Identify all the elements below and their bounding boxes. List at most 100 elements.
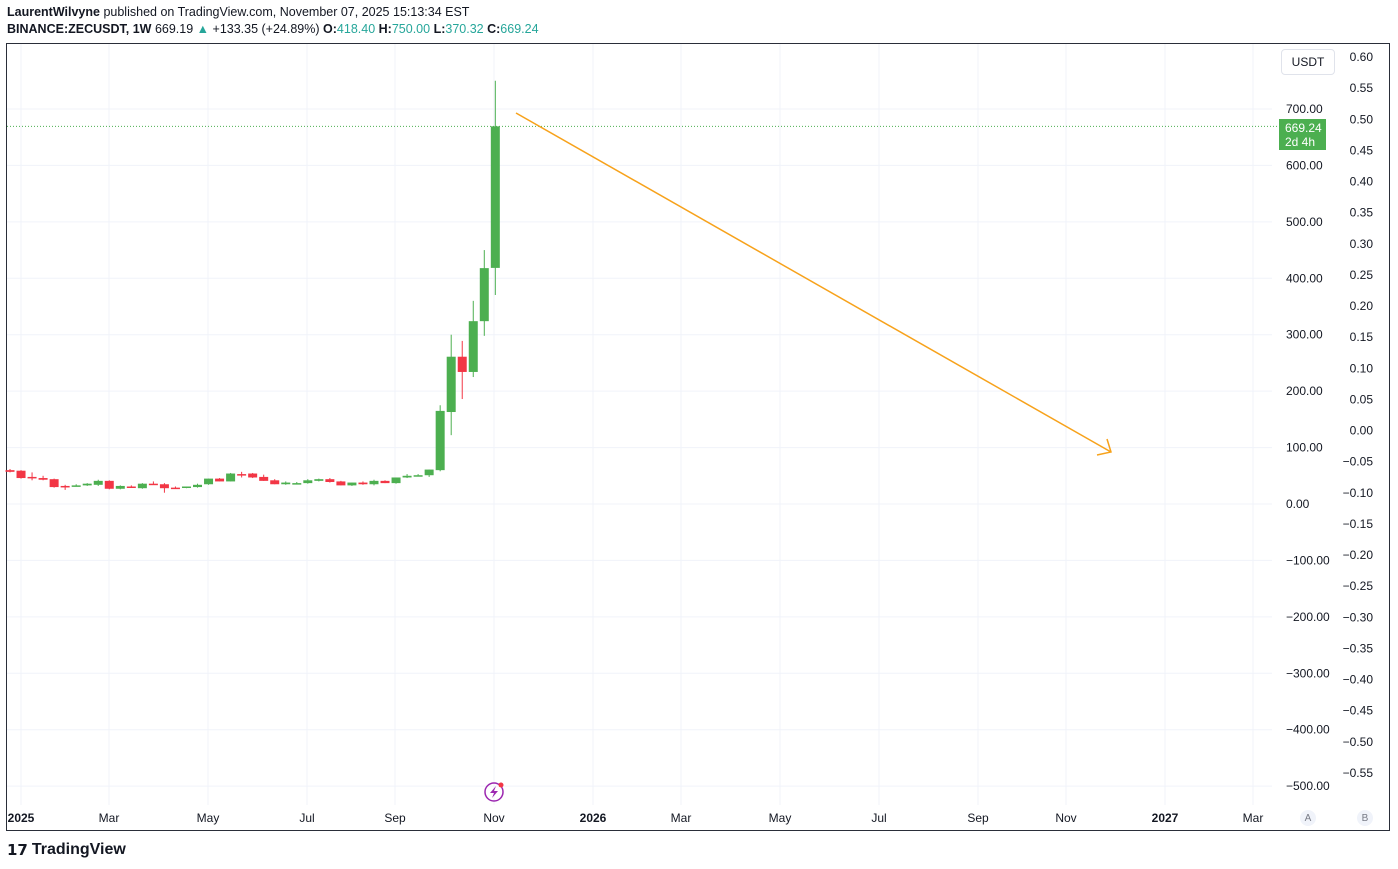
x-tick-label: Mar [671,811,692,825]
right-price-tick: 0.20 [1350,299,1374,313]
right-price-tick: 0.50 [1350,112,1374,126]
candle-down [126,486,136,489]
right-price-tick: −0.10 [1343,486,1374,500]
candle-down [60,485,70,488]
trend-arrow-line [515,112,1112,453]
c-label: C: [487,22,501,36]
right-price-tick: 0.25 [1350,268,1374,282]
candle-down [104,480,114,489]
candle-up [446,356,456,413]
candle-up [490,126,500,268]
candle-down [358,482,368,485]
candle-up [137,483,147,489]
last-price-tag: 669.24 2d 4h [1279,119,1326,150]
x-tick-label: Nov [1055,811,1076,825]
left-price-tick: −500.00 [1286,779,1330,793]
right-price-tick: −0.35 [1343,641,1374,655]
left-price-tick: 400.00 [1286,271,1323,285]
left-price-tick: −400.00 [1286,723,1330,737]
right-price-tick: −0.20 [1343,548,1374,562]
candle-up [314,479,324,481]
currency-button[interactable]: USDT [1281,49,1335,75]
left-price-tick: 100.00 [1286,441,1323,455]
right-price-tick: 0.30 [1350,237,1374,251]
author: LaurentWilvyne [7,5,100,19]
last-price: 669.19 [154,22,194,36]
candle-down [148,483,158,486]
candle-up [204,478,214,485]
right-price-tick: −0.30 [1343,610,1374,624]
right-price-tick: 0.60 [1350,50,1374,64]
candle-up [281,482,291,485]
x-tick-label: Sep [967,811,989,825]
right-price-tick: 0.10 [1350,361,1374,375]
x-tick-label: May [769,811,792,825]
high-value: 750.00 [391,22,431,36]
candle-down [457,356,467,372]
scale-b-button[interactable]: B [1357,810,1373,826]
event-dot [498,782,504,788]
tv-logo-icon: 𝟭𝟳 [7,842,28,859]
candle-down [336,481,346,486]
candle-up [292,483,302,485]
x-tick-label: Sep [384,811,406,825]
open-value: 418.40 [336,22,376,36]
right-price-tick: 0.00 [1350,424,1374,438]
candle-up [424,469,434,476]
candle-up [82,483,92,486]
x-tick-label: 2025 [8,811,35,825]
x-tick-label: Jul [871,811,886,825]
left-price-tick: 0.00 [1286,497,1310,511]
chart-frame [6,43,1390,831]
logo-text: TradingView [31,841,126,858]
lightning-event-icon [484,782,504,802]
candle-up [115,485,125,489]
candle-up [435,410,445,471]
candle-down [5,470,15,472]
left-price-tick: 700.00 [1286,102,1323,116]
price-tag-countdown: 2d 4h [1285,135,1316,149]
close-value: 669.24 [500,22,539,36]
candle-down [49,479,59,488]
price-tag-value: 669.24 [1285,121,1322,135]
x-tick-label: Nov [483,811,504,825]
candle-down [248,473,258,478]
left-price-tick: 600.00 [1286,158,1323,172]
candle-down [259,476,269,481]
right-price-tick: −0.15 [1343,517,1374,531]
right-price-tick: −0.40 [1343,673,1374,687]
candle-up [303,480,313,484]
right-price-tick: 0.45 [1350,143,1374,157]
low-value: 370.32 [445,22,484,36]
tradingview-logo[interactable]: 𝟭𝟳 TradingView [7,841,126,859]
right-price-tick: −0.25 [1343,579,1374,593]
candle-up [71,485,81,487]
candle-up [479,268,489,322]
publish-info: published on TradingView.com, November 0… [103,5,470,19]
h-label: H: [378,22,392,36]
auto-scale-button[interactable]: A [1300,810,1316,826]
candle-up [402,475,412,478]
candle-down [237,474,247,476]
x-tick-label: 2027 [1152,811,1179,825]
candle-up [369,480,379,485]
x-tick-label: May [197,811,220,825]
x-tick-label: Mar [99,811,120,825]
candle-up [193,484,203,488]
candle-down [170,487,180,490]
arrow-head-icon [1096,438,1112,456]
up-triangle-icon: ▲ [196,22,210,36]
left-price-tick: −300.00 [1286,666,1330,680]
right-price-tick: −0.45 [1343,704,1374,718]
o-label: O: [323,22,337,36]
candle-up [413,475,423,477]
candle-down [27,476,37,479]
right-price-tick: −0.55 [1343,766,1374,780]
symbol: BINANCE:ZECUSDT, 1W [7,22,152,36]
right-price-tick: −0.05 [1343,455,1374,469]
candle-down [325,479,335,482]
left-price-tick: 200.00 [1286,384,1323,398]
left-price-tick: −100.00 [1286,553,1330,567]
change: +133.35 (+24.89%) [212,22,320,36]
